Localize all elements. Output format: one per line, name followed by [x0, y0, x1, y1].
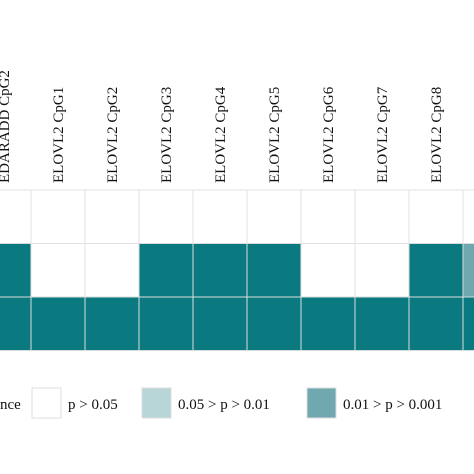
heatmap-cell: [408, 296, 464, 351]
legend-swatch: [31, 387, 62, 419]
heatmap-cell: [30, 243, 86, 298]
legend-label: 0.05 > p > 0.01: [178, 397, 270, 413]
legend-title: nce: [0, 397, 21, 413]
legend-swatch: [306, 387, 337, 419]
heatmap-cell: [192, 243, 248, 298]
heatmap-cell: [300, 243, 356, 298]
heatmap-cell: [246, 243, 302, 298]
column-label: ELOVL2 CpG2: [105, 87, 121, 183]
heatmap-cell: [0, 243, 32, 298]
heatmap-cell: [84, 243, 140, 298]
legend-label: 0.01 > p > 0.001: [343, 397, 442, 413]
legend-label: p > 0.05: [68, 397, 118, 413]
heatmap-cell: [354, 189, 410, 244]
heatmap-cell: [462, 189, 474, 244]
heatmap-cell: [300, 296, 356, 351]
heatmap-cell: [408, 243, 464, 298]
column-label: ELOVL2 CpG6: [321, 86, 337, 183]
heatmap-cell: [138, 296, 194, 351]
heatmap-cell: [192, 189, 248, 244]
heatmap-cell: [84, 189, 140, 244]
column-label: ELOVL2 CpG1: [51, 87, 67, 183]
heatmap-cell: [300, 189, 356, 244]
heatmap-cell: [30, 296, 86, 351]
heatmap-cell: [0, 189, 32, 244]
heatmap-cell: [462, 296, 474, 351]
heatmap-cell: [462, 243, 474, 298]
column-label: ELOVL2 CpG3: [159, 87, 175, 183]
column-label: ELOVL2 CpG8: [429, 87, 445, 183]
column-label: ELOVL2 CpG4: [213, 86, 229, 183]
column-label: ELOVL2 CpG7: [375, 86, 391, 183]
heatmap-cell: [246, 296, 302, 351]
heatmap-cell: [138, 189, 194, 244]
heatmap-cell: [354, 296, 410, 351]
legend-swatch: [141, 387, 172, 419]
heatmap-cell: [246, 189, 302, 244]
heatmap-cell: [84, 296, 140, 351]
column-label: ELOVL2 CpG5: [267, 87, 283, 183]
heatmap-cell: [0, 296, 32, 351]
column-label: EDARADD CpG2: [0, 70, 13, 183]
heatmap-cell: [138, 243, 194, 298]
heatmap-cell: [408, 189, 464, 244]
heatmap-cell: [354, 243, 410, 298]
heatmap-cell: [30, 189, 86, 244]
heatmap-cell: [192, 296, 248, 351]
